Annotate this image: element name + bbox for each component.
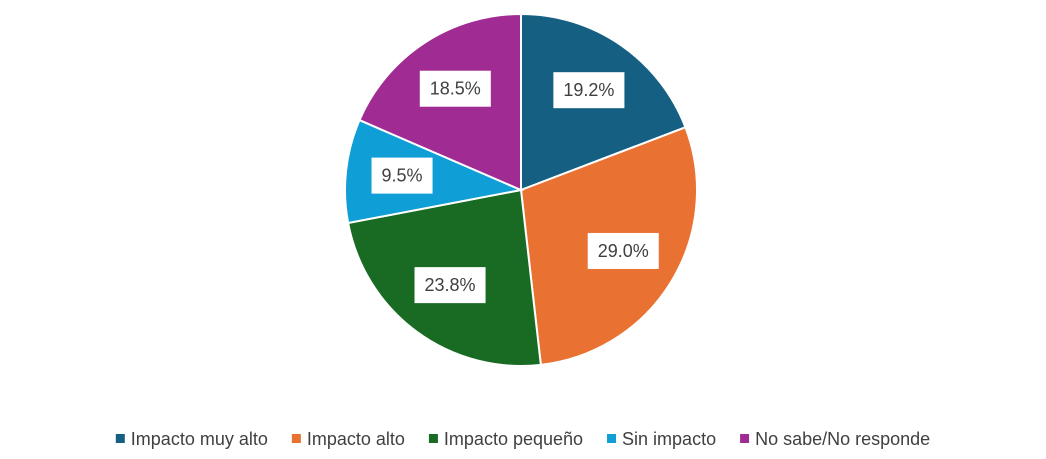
pie-slice xyxy=(344,118,525,225)
legend-swatch xyxy=(428,434,438,443)
data-label-box xyxy=(371,157,433,194)
legend-swatch xyxy=(607,434,617,443)
data-label-box xyxy=(553,72,625,109)
legend-swatch xyxy=(291,434,301,443)
data-label-text: 29.0% xyxy=(598,241,649,261)
data-label: 9.5% xyxy=(371,157,433,194)
legend: Impacto muy alto Impacto alto Impacto pequ… xyxy=(115,429,930,449)
data-label-box xyxy=(587,232,659,269)
legend-label: No sabe/No responde xyxy=(755,429,930,449)
data-label-box xyxy=(414,267,486,304)
data-label-text: 9.5% xyxy=(382,166,423,186)
legend-label: Impacto muy alto xyxy=(131,429,268,449)
legend-label: Sin impacto xyxy=(622,429,716,449)
data-label-text: 18.5% xyxy=(430,79,481,99)
legend-label: Impacto alto xyxy=(307,429,405,449)
data-label-text: 19.2% xyxy=(563,80,614,100)
data-label-text: 23.8% xyxy=(425,275,476,295)
data-label: 19.2% xyxy=(553,72,625,109)
data-label-box xyxy=(419,70,491,107)
data-label: 23.8% xyxy=(414,267,486,304)
data-label: 29.0% xyxy=(587,232,659,269)
data-label: 18.5% xyxy=(419,70,491,107)
legend-swatch xyxy=(740,434,750,443)
legend-label: Impacto pequeño xyxy=(444,429,583,449)
legend-swatch xyxy=(115,434,125,443)
